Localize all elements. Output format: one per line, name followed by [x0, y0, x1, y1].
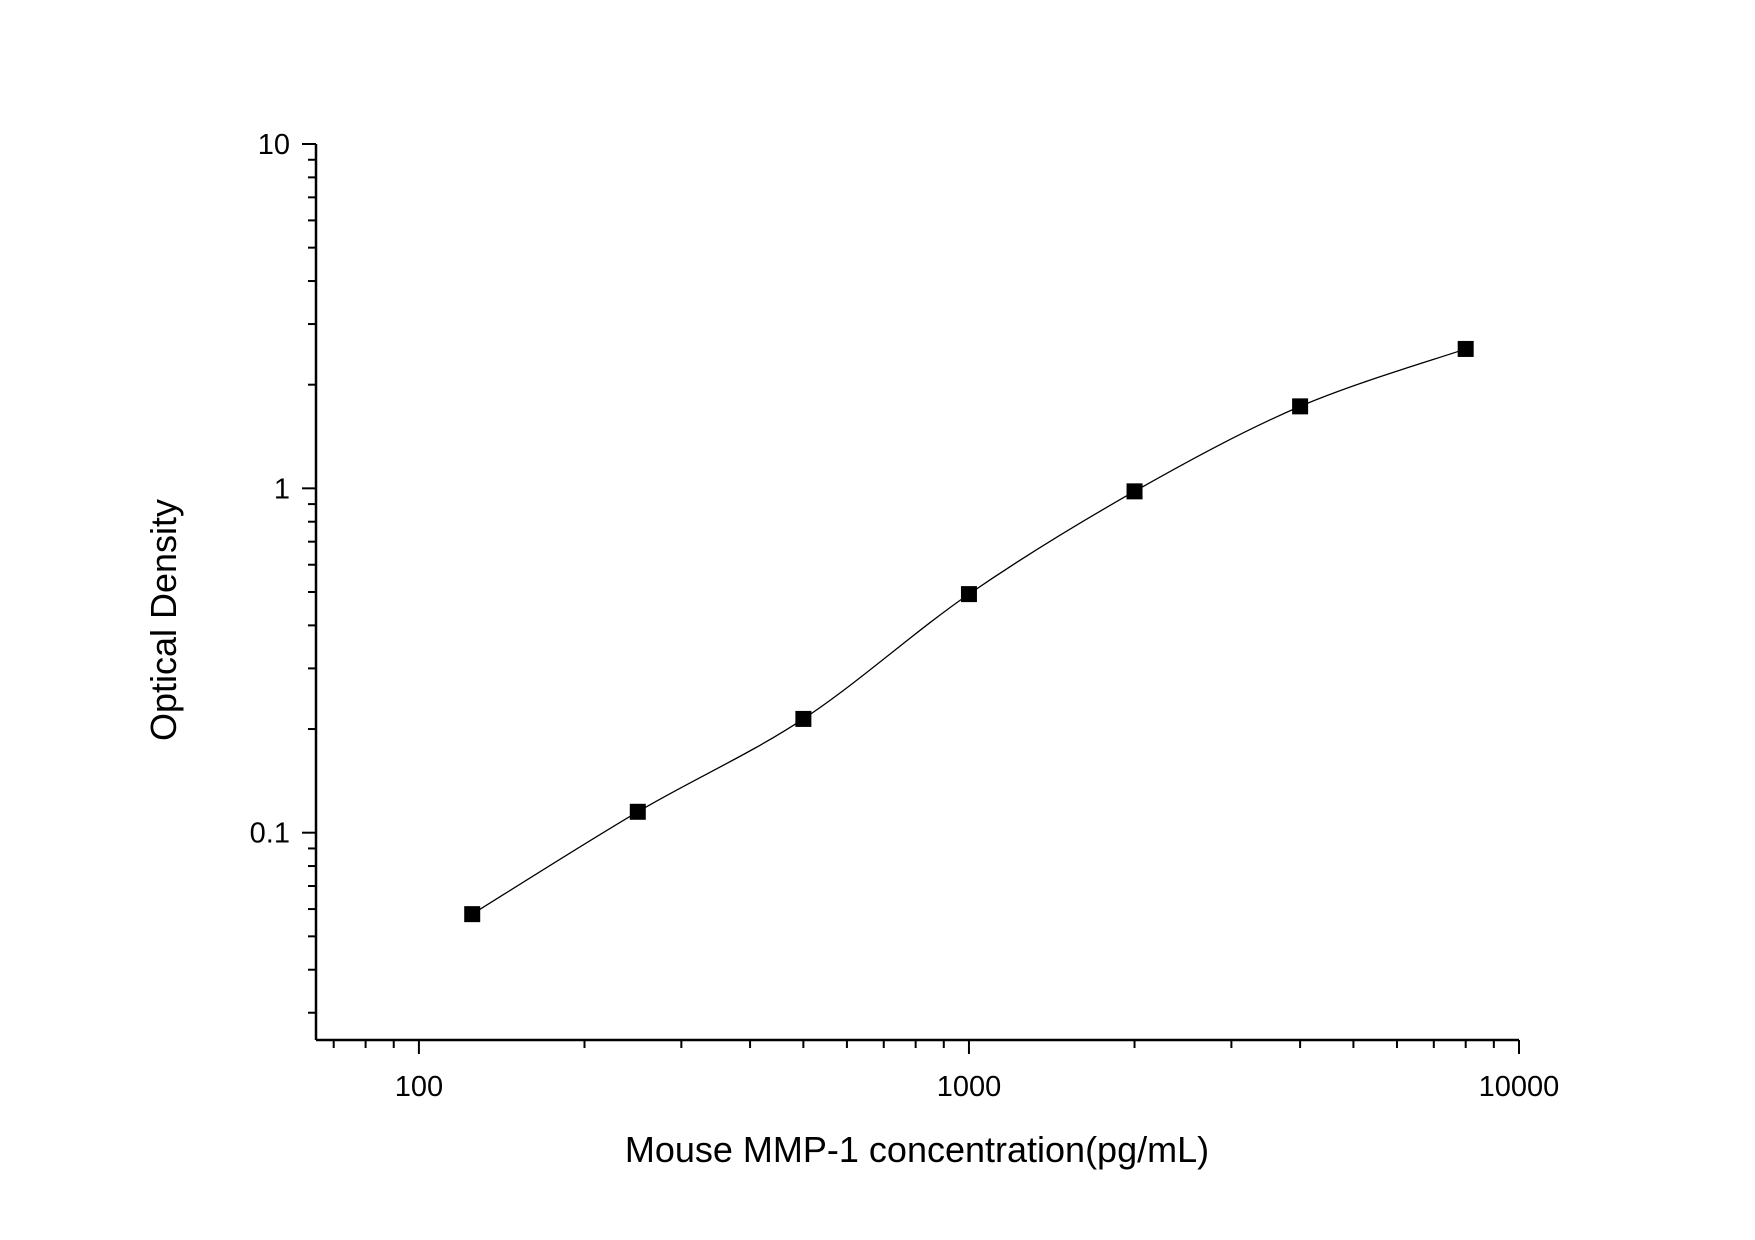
- data-point: [1292, 398, 1309, 415]
- y-tick-label: 0.1: [250, 818, 290, 850]
- x-tick-label: 100: [395, 1071, 443, 1103]
- y-tick-label: 10: [258, 129, 290, 161]
- axes: 100 1000 10000 0.1 1 10: [250, 129, 1560, 1103]
- x-tick-label: 1000: [937, 1071, 1002, 1103]
- data-point: [1457, 340, 1474, 357]
- data-points: [464, 340, 1474, 923]
- x-axis-label: Mouse MMP-1 concentration(pg/mL): [625, 1129, 1209, 1170]
- data-point: [464, 906, 481, 923]
- y-axis-label: Optical Density: [143, 499, 184, 741]
- data-point: [629, 803, 646, 820]
- y-tick-label: 1: [274, 473, 290, 505]
- data-point: [795, 710, 812, 727]
- x-tick-label: 10000: [1479, 1071, 1560, 1103]
- fit-curve: [471, 348, 1466, 915]
- data-point: [1126, 483, 1143, 500]
- data-point: [960, 586, 977, 603]
